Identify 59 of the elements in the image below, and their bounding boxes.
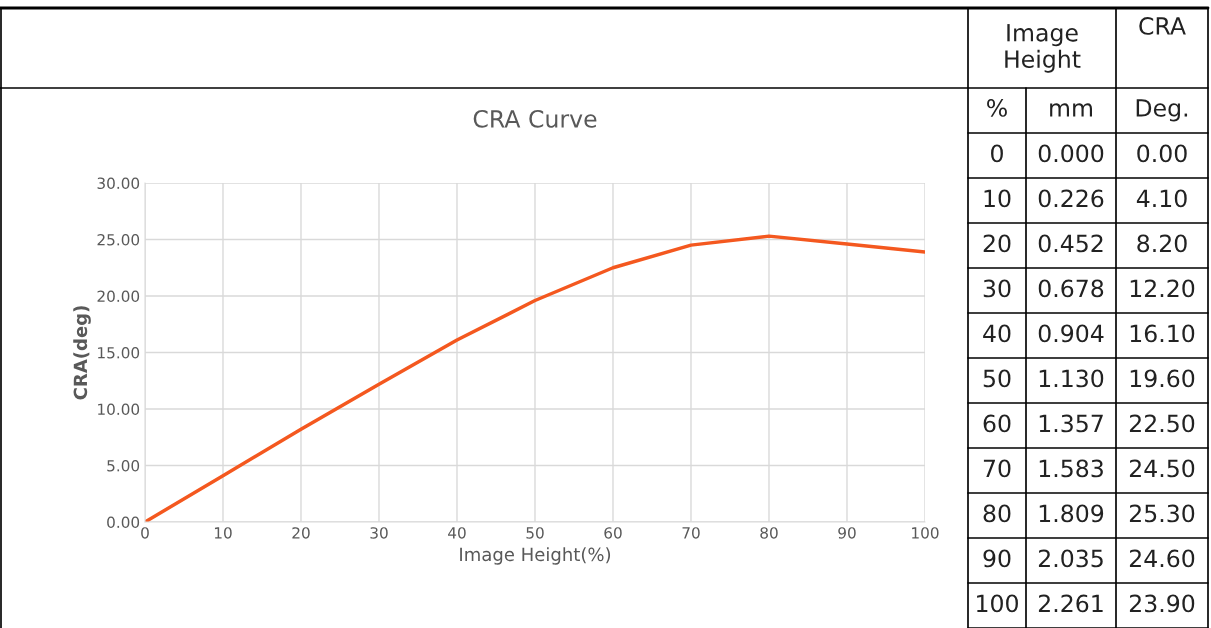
x-tick-label: 90 (838, 527, 856, 539)
text: 50 (983, 369, 1011, 388)
x-tick-label: 10 (214, 527, 232, 539)
text: 8.20 (1137, 234, 1187, 253)
text: 70 (983, 459, 1011, 478)
x-tick-label: 20 (292, 527, 310, 539)
text: 0 (991, 144, 1003, 163)
text: 60 (983, 414, 1011, 433)
text: CRA (1139, 16, 1186, 35)
y-tick-label: 5.00 (107, 459, 140, 472)
text: 0.452 (1038, 234, 1103, 253)
chart-title: CRA Curve (473, 109, 597, 128)
text: 10 (984, 189, 1011, 208)
text: 30 (983, 279, 1011, 298)
text: 16.10 (1130, 324, 1195, 343)
text: 4.10 (1136, 189, 1187, 208)
text: 100 (977, 594, 1018, 613)
text: % (987, 98, 1007, 117)
x-tick-label: 40 (448, 527, 466, 539)
text: 12.20 (1130, 279, 1195, 298)
text: 0.000 (1038, 144, 1104, 163)
y-tick-label: 20.00 (97, 290, 140, 303)
text: mm (1050, 103, 1092, 117)
x-tick-label: 0 (141, 527, 149, 539)
text: 20 (983, 234, 1011, 253)
text: 0.00 (1137, 144, 1187, 163)
y-tick-label: 25.00 (97, 233, 140, 246)
text: 40 (983, 324, 1011, 343)
text: 1.130 (1039, 369, 1104, 388)
y-axis-title: CRA(deg) (73, 306, 91, 400)
text: 23.90 (1129, 594, 1195, 613)
text: 80 (983, 504, 1011, 523)
text: 24.50 (1129, 459, 1195, 478)
text: Deg. (1136, 99, 1188, 122)
text: 90 (983, 549, 1011, 568)
y-tick-label: 30.00 (97, 177, 140, 190)
text: 0.678 (1038, 279, 1104, 298)
text: 24.60 (1129, 549, 1195, 568)
y-tick-label: 10.00 (98, 403, 140, 416)
text: 2.261 (1038, 594, 1103, 613)
x-tick-label: 100 (912, 527, 939, 539)
y-tick-label: 15.00 (98, 346, 140, 359)
text: 22.50 (1129, 414, 1195, 433)
text: 25.30 (1129, 504, 1195, 523)
text: 0.226 (1038, 189, 1104, 208)
text: Image Height (1005, 24, 1081, 73)
text: 0.904 (1038, 324, 1104, 343)
y-tick-label: 0.00 (107, 516, 140, 529)
text: 2.035 (1038, 549, 1103, 568)
text: 1.357 (1039, 414, 1103, 433)
x-tick-label: 50 (526, 527, 544, 539)
text: 19.60 (1130, 369, 1195, 388)
text: 1.809 (1039, 504, 1104, 523)
x-tick-label: 60 (604, 527, 622, 539)
x-tick-label: 80 (760, 527, 778, 539)
x-axis-title: Image Height(%) (460, 547, 611, 565)
text: 1.583 (1039, 459, 1103, 478)
x-tick-label: 30 (370, 527, 388, 539)
x-tick-label: 70 (682, 527, 700, 539)
